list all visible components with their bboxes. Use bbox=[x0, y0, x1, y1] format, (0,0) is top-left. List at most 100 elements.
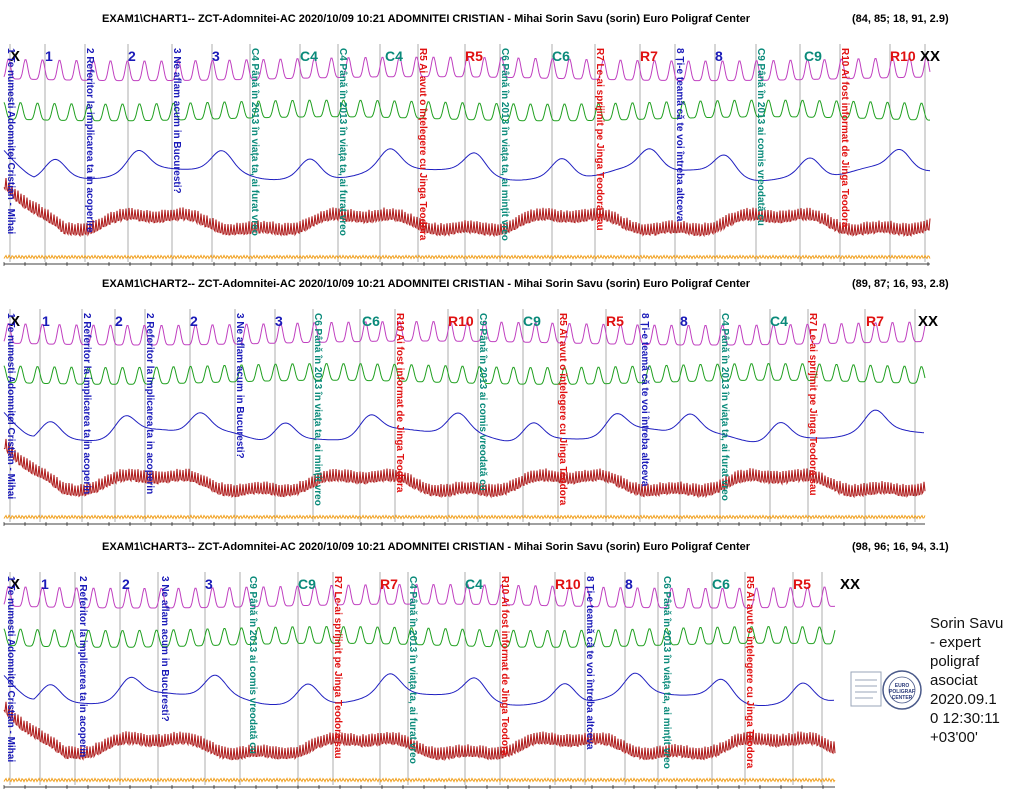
question-label: C9 bbox=[523, 313, 541, 329]
chart-scores: (84, 85; 18, 91, 2.9) bbox=[852, 13, 949, 25]
question-text: 3 Ne aflam acum in Bucuresti? bbox=[159, 576, 170, 722]
svg-text:CENTER: CENTER bbox=[892, 695, 913, 701]
question-text: C4 Până în 2013 în viața ta, ai furat vr… bbox=[249, 48, 260, 236]
question-text: 2 Referitor la implicarea ta in acoperir… bbox=[84, 48, 95, 233]
question-label: C4 bbox=[465, 576, 483, 592]
question-text: C6 Până în 2013 în viața ta, ai mințit v… bbox=[312, 313, 323, 506]
question-label: C4 bbox=[385, 48, 403, 64]
respiration-upper-trace bbox=[3, 584, 836, 609]
event-marker-xx: XX bbox=[920, 48, 940, 65]
question-label: 8 bbox=[680, 313, 688, 329]
question-label: 2 bbox=[190, 313, 198, 329]
question-label: C4 bbox=[300, 48, 318, 64]
question-text: C4 Până în 2013 în viața ta, ai furat vr… bbox=[407, 576, 418, 764]
respiration-lower-trace bbox=[3, 363, 926, 385]
cardio-trace bbox=[3, 177, 931, 238]
chart-title: EXAM1\CHART1-- ZCT-Adomnitei-AC 2020/10/… bbox=[102, 13, 751, 25]
event-marker-x: X bbox=[10, 313, 20, 330]
stamp-icon: EURO POLIGRAF CENTER bbox=[849, 668, 925, 717]
signature-line: - expert bbox=[930, 634, 981, 651]
signature-line: poligraf bbox=[930, 653, 980, 670]
chart-panel: EXAM1\CHART2-- ZCT-Adomnitei-AC 2020/10/… bbox=[3, 278, 949, 526]
respiration-lower-trace bbox=[3, 626, 836, 648]
question-label: 1 bbox=[41, 576, 49, 592]
question-label: 3 bbox=[205, 576, 213, 592]
question-text: C9 Până în 2013 ai comis vreodată cu bbox=[247, 576, 258, 754]
event-marker-x: X bbox=[10, 48, 20, 65]
signature-line: +03'00' bbox=[930, 729, 978, 746]
question-text: R10 Ai fost informat de Jinga Teodora bbox=[499, 576, 510, 756]
question-label: R10 bbox=[890, 48, 916, 64]
question-label: 2 bbox=[128, 48, 136, 64]
signature-line: asociat bbox=[930, 672, 978, 689]
event-marker-xx: XX bbox=[840, 576, 860, 593]
event-marker-xx: XX bbox=[918, 313, 938, 330]
question-label: 2 bbox=[122, 576, 130, 592]
motion-trace bbox=[3, 777, 836, 783]
chart-title: EXAM1\CHART2-- ZCT-Adomnitei-AC 2020/10/… bbox=[102, 278, 751, 290]
question-text: 1 Te numesti Adomnitei Cristian - Mihai bbox=[5, 313, 16, 499]
question-text: 1 Te numesti Adomnitei Cristian - Mihai bbox=[5, 576, 16, 762]
question-text: R10 Ai fost informat de Jinga Teodora bbox=[394, 313, 405, 493]
question-label: R5 bbox=[465, 48, 483, 64]
question-label: 1 bbox=[45, 48, 53, 64]
question-text: 2 Referitor la implicarea ta in acoperin bbox=[81, 313, 92, 494]
chart-panel: EXAM1\CHART1-- ZCT-Adomnitei-AC 2020/10/… bbox=[3, 13, 949, 266]
question-label: R7 bbox=[866, 313, 884, 329]
question-label: 3 bbox=[212, 48, 220, 64]
question-label: C4 bbox=[770, 313, 788, 329]
question-label: C6 bbox=[362, 313, 380, 329]
question-text: 2 Referitor la implicarea ta in acoperin bbox=[77, 576, 88, 757]
question-text: R7 Le-ai sprijinit pe Jinga Teodora sau bbox=[807, 313, 818, 496]
signature-line: Sorin Savu bbox=[930, 615, 1004, 632]
question-text: C6 Până în 2013 în viața ta, ai mințit v… bbox=[661, 576, 672, 769]
question-text: C4 Până în 2013 în viața ta, ai furat vr… bbox=[337, 48, 348, 236]
eda-trace bbox=[3, 409, 925, 443]
question-label: C6 bbox=[712, 576, 730, 592]
cardio-trace bbox=[3, 701, 836, 762]
question-text: R7 Le-ai sprijinit pe Jinga Teodora sau bbox=[594, 48, 605, 231]
question-label: R7 bbox=[640, 48, 658, 64]
question-label: 8 bbox=[715, 48, 723, 64]
motion-trace bbox=[3, 254, 931, 260]
question-label: R7 bbox=[380, 576, 398, 592]
digital-signature: Sorin Savu - expert poligraf asociat 202… bbox=[930, 614, 1022, 747]
signature-line: 2020.09.1 bbox=[930, 691, 997, 708]
respiration-upper-trace bbox=[3, 321, 926, 346]
question-text: 8 Ți-e teamă că te voi întreba altceva bbox=[674, 48, 685, 222]
question-label: C6 bbox=[552, 48, 570, 64]
question-text: C9 Până în 2013 ai comis vreodată cu bbox=[755, 48, 766, 226]
question-text: R5 Ai avut o înțelegere cu Jinga Teodora bbox=[417, 48, 428, 241]
chart-panel: EXAM1\CHART3-- ZCT-Adomnitei-AC 2020/10/… bbox=[3, 541, 949, 789]
question-text: R5 Ai avut o înțelegere cu Jinga Teodora bbox=[744, 576, 755, 769]
question-label: R10 bbox=[555, 576, 581, 592]
chart-scores: (98, 96; 16, 94, 3.1) bbox=[852, 541, 949, 553]
signature-line: 0 12:30:11 bbox=[930, 710, 1000, 727]
question-text: 1 Te numesti Adomnitei Cristian - Mihai bbox=[5, 48, 16, 234]
cardio-trace bbox=[3, 438, 926, 499]
eda-trace bbox=[3, 148, 931, 181]
question-label: 3 bbox=[275, 313, 283, 329]
motion-trace bbox=[3, 514, 926, 520]
eda-trace bbox=[3, 672, 835, 706]
question-text: R10 Ai fost informat de Jinga Teodora bbox=[839, 48, 850, 228]
question-text: 3 Ne aflam acum in Bucuresti? bbox=[234, 313, 245, 459]
question-label: C9 bbox=[298, 576, 316, 592]
question-text: C9 Până în 2013 ai comis vreodată cu bbox=[477, 313, 488, 491]
respiration-upper-trace bbox=[3, 56, 931, 82]
chart-scores: (89, 87; 16, 93, 2.8) bbox=[852, 278, 949, 290]
question-label: C9 bbox=[804, 48, 822, 64]
chart-title: EXAM1\CHART3-- ZCT-Adomnitei-AC 2020/10/… bbox=[102, 541, 751, 553]
respiration-lower-trace bbox=[3, 99, 930, 122]
question-text: R7 Le-ai sprijinit pe Jinga Teodora sau bbox=[332, 576, 343, 759]
question-text: C4 Până în 2013 în viața ta, ai furat vr… bbox=[719, 313, 730, 501]
question-label: 2 bbox=[115, 313, 123, 329]
question-label: R10 bbox=[448, 313, 474, 329]
event-marker-x: X bbox=[10, 576, 20, 593]
question-text: R5 Ai avut o înțelegere cu Jinga Teodora bbox=[557, 313, 568, 506]
question-text: C6 Până în 2013 în viața ta, ai mințit v… bbox=[499, 48, 510, 241]
question-label: R5 bbox=[606, 313, 624, 329]
question-text: 8 Ți-e teamă că te voi întreba altceva bbox=[639, 313, 650, 487]
question-text: 2 Referitor la implicarea ta in acoperin bbox=[144, 313, 155, 494]
